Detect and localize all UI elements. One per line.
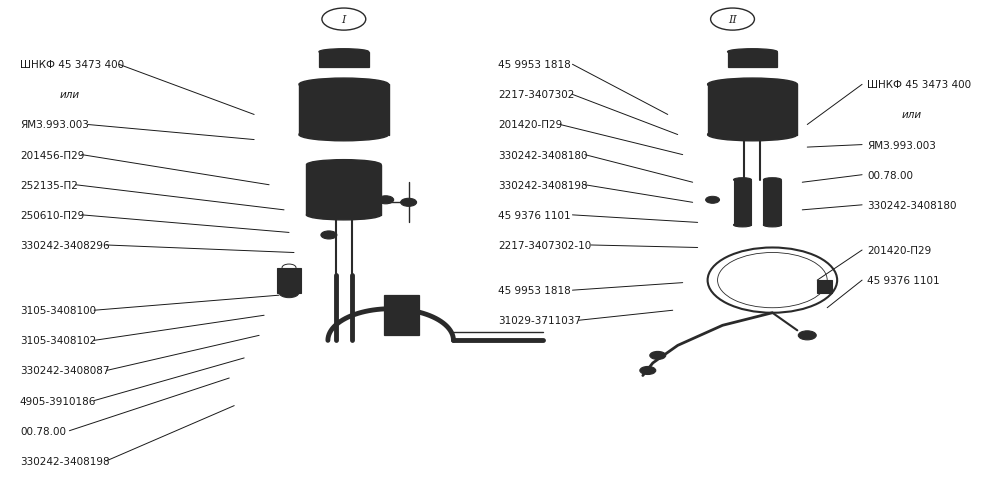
Text: 330242-3408087: 330242-3408087	[20, 366, 109, 376]
Circle shape	[401, 199, 417, 207]
Ellipse shape	[745, 56, 759, 60]
Ellipse shape	[319, 50, 369, 56]
Circle shape	[378, 196, 394, 204]
Circle shape	[640, 367, 656, 375]
Text: ЯМЗ.993.003: ЯМЗ.993.003	[867, 140, 936, 150]
Text: 330242-3408180: 330242-3408180	[498, 150, 588, 160]
FancyBboxPatch shape	[708, 85, 797, 135]
Text: 2217-3407302-10: 2217-3407302-10	[498, 240, 592, 250]
Text: 00.78.00: 00.78.00	[20, 426, 66, 436]
Text: 330242-3408198: 330242-3408198	[498, 180, 588, 190]
Ellipse shape	[763, 178, 781, 182]
Ellipse shape	[708, 129, 797, 141]
Ellipse shape	[299, 79, 389, 91]
FancyBboxPatch shape	[734, 180, 751, 225]
Text: 45 9953 1818: 45 9953 1818	[498, 60, 571, 70]
FancyBboxPatch shape	[728, 53, 777, 68]
Text: 45 9376 1101: 45 9376 1101	[498, 210, 571, 220]
Text: 3105-3408100: 3105-3408100	[20, 306, 96, 316]
Text: 250610-П29: 250610-П29	[20, 210, 84, 220]
FancyBboxPatch shape	[384, 296, 419, 336]
Text: ЯМЗ.993.003: ЯМЗ.993.003	[20, 120, 89, 130]
Circle shape	[706, 197, 720, 204]
Text: 330242-3408180: 330242-3408180	[867, 200, 957, 210]
Ellipse shape	[306, 160, 381, 170]
Circle shape	[798, 331, 816, 340]
Text: 252135-П2: 252135-П2	[20, 180, 78, 190]
Ellipse shape	[763, 223, 781, 227]
FancyBboxPatch shape	[763, 180, 781, 225]
Text: 2217-3407302: 2217-3407302	[498, 90, 575, 100]
Circle shape	[308, 191, 324, 199]
Text: 3105-3408102: 3105-3408102	[20, 336, 96, 346]
Text: 201456-П29: 201456-П29	[20, 150, 84, 160]
Text: 31029-3711037: 31029-3711037	[498, 316, 581, 326]
Text: 00.78.00: 00.78.00	[867, 170, 913, 180]
FancyBboxPatch shape	[299, 85, 389, 135]
Text: или: или	[60, 90, 80, 100]
Text: II: II	[728, 15, 737, 25]
Text: 201420-П29: 201420-П29	[867, 245, 931, 256]
Ellipse shape	[734, 178, 751, 182]
Text: ШНКФ 45 3473 400: ШНКФ 45 3473 400	[20, 60, 124, 70]
Circle shape	[279, 288, 299, 298]
Text: 45 9953 1818: 45 9953 1818	[498, 286, 571, 296]
Ellipse shape	[306, 210, 381, 220]
Ellipse shape	[728, 50, 777, 56]
Ellipse shape	[734, 223, 751, 227]
FancyBboxPatch shape	[319, 53, 369, 68]
Ellipse shape	[708, 79, 797, 91]
Text: ШНКФ 45 3473 400: ШНКФ 45 3473 400	[867, 80, 971, 90]
Ellipse shape	[337, 56, 351, 60]
Text: 4905-3910186: 4905-3910186	[20, 396, 96, 406]
FancyBboxPatch shape	[817, 281, 832, 293]
Text: 201420-П29: 201420-П29	[498, 120, 563, 130]
Text: I: I	[342, 15, 346, 25]
FancyBboxPatch shape	[306, 165, 381, 215]
Text: 330242-3408198: 330242-3408198	[20, 456, 110, 466]
Text: 330242-3408296: 330242-3408296	[20, 240, 110, 250]
Text: 45 9376 1101: 45 9376 1101	[867, 276, 940, 286]
FancyBboxPatch shape	[277, 268, 301, 293]
Text: или: или	[902, 110, 922, 120]
Ellipse shape	[299, 129, 389, 141]
Circle shape	[650, 352, 666, 360]
Circle shape	[321, 231, 337, 239]
